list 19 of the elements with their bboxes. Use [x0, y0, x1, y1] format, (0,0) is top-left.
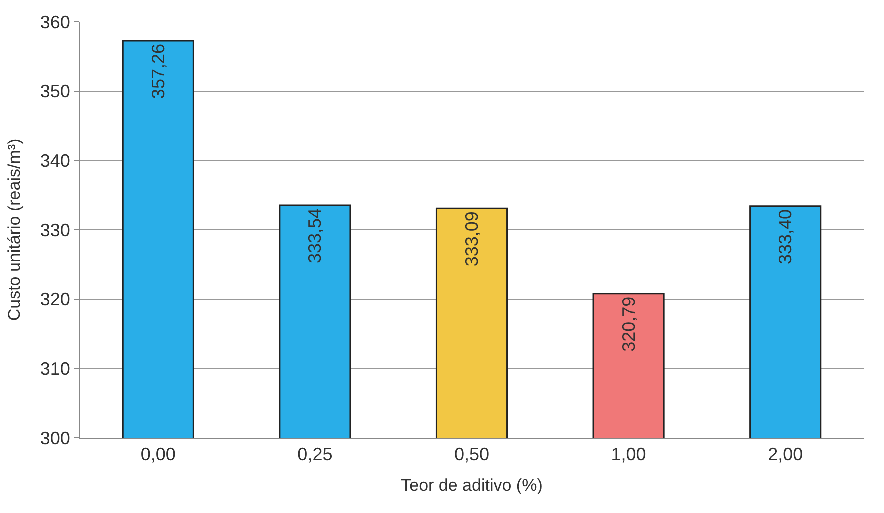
x-tick-label: 0,00: [140, 444, 176, 465]
x-axis-title: Teor de aditivo (%): [401, 476, 543, 495]
x-tick-label: 1,00: [611, 444, 646, 465]
y-tick-label: 360: [40, 12, 70, 32]
y-tick-label: 340: [40, 150, 70, 171]
y-tick-label: 350: [40, 82, 70, 102]
y-tick-label: 310: [40, 358, 70, 379]
x-tick-label: 0,50: [454, 444, 490, 465]
y-tick-label: 330: [40, 220, 70, 240]
data-label: 333,54: [305, 208, 326, 264]
data-label: 320,79: [618, 296, 639, 352]
y-axis-title: Custo unitário (reais/m³): [4, 138, 24, 322]
data-label: 357,26: [148, 44, 168, 100]
y-tick-label: 320: [40, 290, 70, 310]
y-tick-label: 300: [40, 428, 70, 448]
x-tick-label: 0,25: [298, 444, 333, 465]
data-label: 333,09: [462, 212, 482, 267]
x-tick-label: 2,00: [768, 444, 804, 465]
data-label: 333,40: [776, 209, 796, 264]
